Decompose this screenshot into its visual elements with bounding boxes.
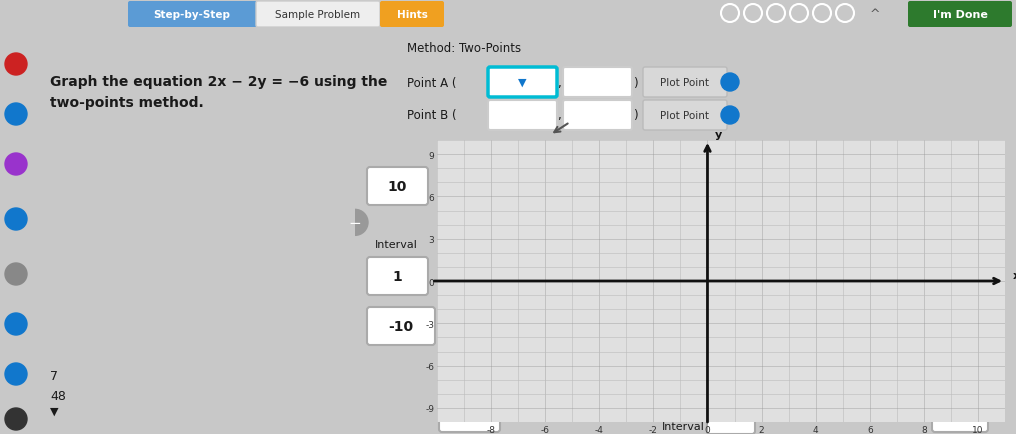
Circle shape (5, 104, 27, 126)
FancyBboxPatch shape (563, 68, 632, 98)
Text: 10: 10 (387, 180, 406, 194)
Text: Plot Point: Plot Point (660, 111, 709, 121)
Circle shape (5, 313, 27, 335)
Circle shape (721, 74, 739, 92)
Text: Interval: Interval (662, 421, 705, 431)
FancyBboxPatch shape (932, 398, 988, 432)
Text: Step-by-Step: Step-by-Step (153, 10, 231, 20)
FancyBboxPatch shape (256, 2, 380, 28)
Text: I'm Done: I'm Done (933, 10, 988, 20)
Text: Graph the equation 2x − 2y = −6 using the
two-points method.: Graph the equation 2x − 2y = −6 using th… (50, 75, 387, 109)
Text: y: y (714, 130, 722, 140)
FancyBboxPatch shape (367, 257, 428, 295)
Circle shape (342, 210, 368, 236)
Text: ): ) (633, 76, 638, 89)
FancyBboxPatch shape (367, 307, 435, 345)
FancyBboxPatch shape (707, 400, 755, 434)
FancyBboxPatch shape (908, 2, 1012, 28)
Text: 11: 11 (951, 408, 968, 421)
Text: ,: , (557, 76, 561, 89)
Text: Hints: Hints (396, 10, 428, 20)
Text: 1: 1 (392, 270, 402, 283)
Text: Interval: Interval (375, 240, 418, 250)
FancyBboxPatch shape (380, 2, 444, 28)
FancyBboxPatch shape (488, 101, 557, 131)
Text: ): ) (633, 109, 638, 122)
Text: 1: 1 (726, 411, 736, 424)
Circle shape (5, 208, 27, 230)
Text: ▼: ▼ (518, 78, 526, 88)
Text: Sample Problem: Sample Problem (275, 10, 361, 20)
Text: ^: ^ (870, 9, 880, 21)
Text: 7: 7 (50, 369, 58, 382)
Text: Method: Two-Points: Method: Two-Points (407, 41, 521, 54)
Text: Point A (: Point A ( (407, 76, 456, 89)
FancyBboxPatch shape (643, 101, 727, 131)
FancyBboxPatch shape (367, 168, 428, 206)
Circle shape (5, 154, 27, 176)
Circle shape (5, 263, 27, 285)
Text: 48: 48 (50, 389, 66, 402)
Text: -10: -10 (457, 408, 481, 421)
Text: Plot Point: Plot Point (660, 78, 709, 88)
Text: Point B (: Point B ( (407, 109, 456, 122)
Circle shape (5, 54, 27, 76)
FancyBboxPatch shape (128, 2, 257, 28)
FancyBboxPatch shape (439, 398, 500, 432)
Circle shape (5, 363, 27, 385)
Text: -10: -10 (388, 319, 414, 333)
FancyBboxPatch shape (643, 68, 727, 98)
Circle shape (5, 408, 27, 430)
Text: −: − (348, 215, 362, 230)
Text: x: x (1013, 271, 1016, 281)
FancyBboxPatch shape (488, 68, 557, 98)
FancyBboxPatch shape (563, 101, 632, 131)
Circle shape (721, 107, 739, 125)
Text: ▼: ▼ (50, 406, 59, 416)
Text: ,: , (557, 109, 561, 122)
